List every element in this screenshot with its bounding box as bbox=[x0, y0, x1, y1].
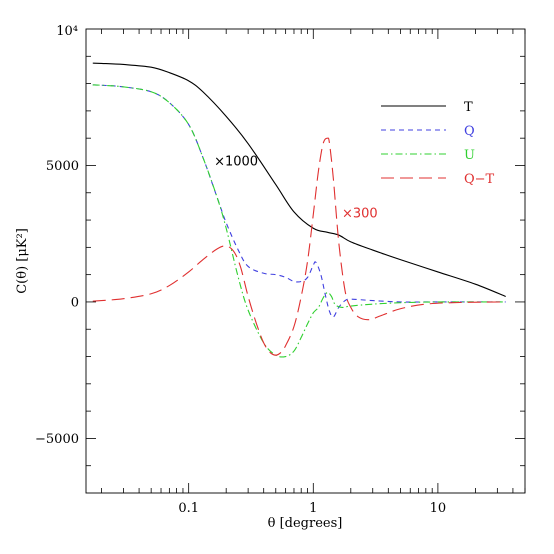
x-tick-label: 1 bbox=[309, 501, 317, 516]
series-layer bbox=[92, 62, 506, 358]
y-tick-label: 5000 bbox=[46, 159, 79, 174]
y-tick-label: 0 bbox=[71, 295, 79, 310]
y-axis-label: C(θ) [μK²] bbox=[15, 228, 30, 294]
legend-label-q: Q bbox=[464, 124, 475, 139]
x-tick-label: 10 bbox=[430, 501, 447, 516]
annotation-times-300: ×300 bbox=[342, 206, 378, 221]
series-line-3 bbox=[92, 137, 506, 356]
plot-frame bbox=[85, 28, 526, 494]
series-line-0 bbox=[92, 62, 506, 297]
annotation-times-1000: ×1000 bbox=[214, 155, 258, 170]
x-tick-label: 0.1 bbox=[178, 501, 199, 516]
y-tick-label: −5000 bbox=[35, 432, 79, 447]
legend-label-q-minus-t: Q−T bbox=[464, 172, 495, 187]
tick-layer: 0.1 1 10 −5000 0 5000 bbox=[35, 29, 526, 516]
legend-label-u: U bbox=[464, 148, 475, 163]
legend-label-t: T bbox=[464, 100, 473, 115]
series-line-1 bbox=[92, 84, 506, 318]
series-line-2 bbox=[92, 84, 506, 358]
x-axis-label: θ [degrees] bbox=[268, 516, 343, 531]
legend: T Q U Q−T bbox=[381, 100, 495, 187]
y-tick-label-top: 10⁴ bbox=[56, 24, 78, 39]
